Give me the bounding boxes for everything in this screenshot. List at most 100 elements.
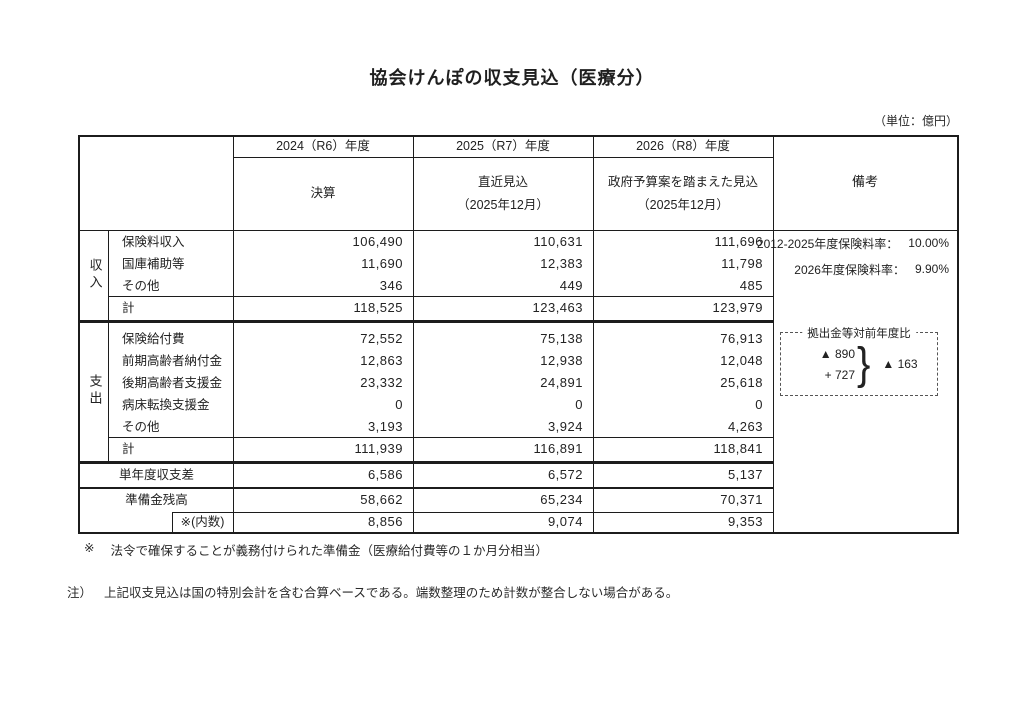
annual-balance-label: 単年度収支差 [118,468,194,483]
rate-value: 10.00% [908,236,949,250]
grid-line [78,320,773,323]
cell-value: 72,552 [360,330,403,346]
cell-value: 12,938 [540,352,583,368]
subtitle-2026: 政府予算案を踏まえた見込 （2025年12月） [593,157,773,230]
grid-line [108,296,773,297]
cell-value: 11,798 [721,255,763,271]
rate-label: 2012-2025年度保険料率： [756,236,899,251]
cell-value: 24,891 [540,374,583,390]
calculation-note: 注） 上記収支見込は国の特別会計を含む合算ベースである。端数整理のため計数が整合… [67,582,678,601]
row-label: その他 [122,419,160,434]
grid-line [413,135,414,532]
row-label: 保険料収入 [122,234,185,249]
cell-value: 70,371 [720,492,763,508]
cell-value: 12,863 [360,352,403,368]
cell-value: 123,463 [532,300,583,316]
grid-line [78,461,773,464]
rate-value: 9.90% [914,262,949,276]
remarks-header: 備考 [851,174,878,190]
yoy-item: ▲ 890 [819,346,855,361]
cell-value: 123,979 [712,300,763,316]
cell-value: 0 [575,396,583,412]
cell-value: 118,525 [353,300,403,316]
grid-line [78,135,959,137]
income-group-label: 収入 [80,230,108,320]
cell-value: 116,891 [533,441,583,457]
cell-value: 6,586 [367,467,403,483]
grid-line [78,532,959,534]
cell-value: 3,193 [367,418,403,434]
note-text: 上記収支見込は国の特別会計を含む合算ベースである。端数整理のため計数が整合しない… [104,586,679,600]
cell-value: 111,939 [354,441,403,457]
year-header-2024: 2024（R6）年度 [276,138,370,153]
grid-line [172,512,773,513]
cell-value: 4,263 [727,418,763,434]
cell-value: 65,234 [540,492,583,508]
expense-group-text: 支出 [87,373,103,408]
cell-value: 6,572 [547,467,583,483]
cell-value: 9,353 [727,514,763,530]
expense-total-label: 計 [122,442,135,457]
cell-value: 118,841 [713,441,763,457]
grid-line [773,135,774,532]
cell-value: 449 [559,277,583,293]
year-header-2025: 2025（R7）年度 [456,138,550,153]
cell-value: 8,856 [367,514,403,530]
subtitle-line: 直近見込 [477,175,528,190]
cell-value: 12,383 [540,255,583,271]
contribution-yoy-title: 拠出金等対前年度比 [802,325,916,341]
grid-line [233,157,773,158]
cell-value: 106,490 [352,233,403,249]
brace-icon [857,339,870,389]
cell-value: 11,690 [361,255,403,271]
year-header-2026: 2026（R8）年度 [636,138,730,153]
reserve-balance-label: 準備金残高 [125,493,188,508]
contribution-yoy-content: ▲ 890 + 727 ▲ 163 [781,333,937,395]
reserve-inner-label: ※(内数) [180,515,225,530]
cell-value: 111,696 [714,233,763,249]
row-label: 後期高齢者支援金 [122,375,223,390]
grid-line [78,135,80,534]
row-label: 病床転換支援金 [122,397,210,412]
grid-line [172,512,173,532]
grid-line [108,230,109,461]
cell-value: 75,138 [540,330,583,346]
subtitle-line: 決算 [310,186,336,201]
subtitle-2025: 直近見込 （2025年12月） [413,157,593,230]
cell-value: 76,913 [720,330,763,346]
cell-value: 110,631 [533,233,583,249]
grid-line [108,437,773,438]
footnote-text: 法令で確保することが義務付けられた準備金（医療給付費等の１か月分相当） [110,544,548,558]
grid-line [593,135,594,532]
premium-rate-2026: 2026年度保険料率： 9.90% [794,259,949,279]
forecast-table: 2024（R6）年度 2025（R7）年度 2026（R8）年度 決算 直近見込… [78,135,959,534]
cell-value: 5,137 [727,467,763,483]
grid-line [78,230,959,231]
cell-value: 0 [755,396,763,412]
cell-value: 12,048 [720,352,763,368]
income-group-text: 収入 [87,258,103,292]
cell-value: 0 [395,396,403,412]
cell-value: 3,924 [547,418,583,434]
premium-rate-2012-2025: 2012-2025年度保険料率： 10.00% [757,233,949,253]
cell-value: 58,662 [360,492,403,508]
income-total-label: 計 [122,301,135,316]
yoy-item: + 727 [824,367,855,382]
expense-group-label: 支出 [80,320,108,461]
unit-note: （単位：億円） [873,114,958,128]
grid-line [78,487,773,489]
cell-value: 485 [739,277,763,293]
row-label: 保険給付費 [122,331,185,346]
row-label: 国庫補助等 [122,256,185,271]
contribution-yoy-items: ▲ 890 + 727 [803,347,855,382]
subtitle-line: （2025年12月） [457,197,549,212]
grid-line [957,135,959,534]
contribution-yoy-box: 拠出金等対前年度比 ▲ 890 + 727 ▲ 163 [780,325,938,396]
reserve-footnote: ※ 法令で確保することが義務付けられた準備金（医療給付費等の１か月分相当） [84,540,548,559]
row-label: その他 [122,278,160,293]
rate-label: 2026年度保険料率： [794,262,905,277]
subtitle-line: （2025年12月） [637,197,729,212]
row-label: 前期高齢者納付金 [122,353,223,368]
subtitle-2024: 決算 [233,157,413,230]
footnote-mark: ※ [84,541,95,555]
